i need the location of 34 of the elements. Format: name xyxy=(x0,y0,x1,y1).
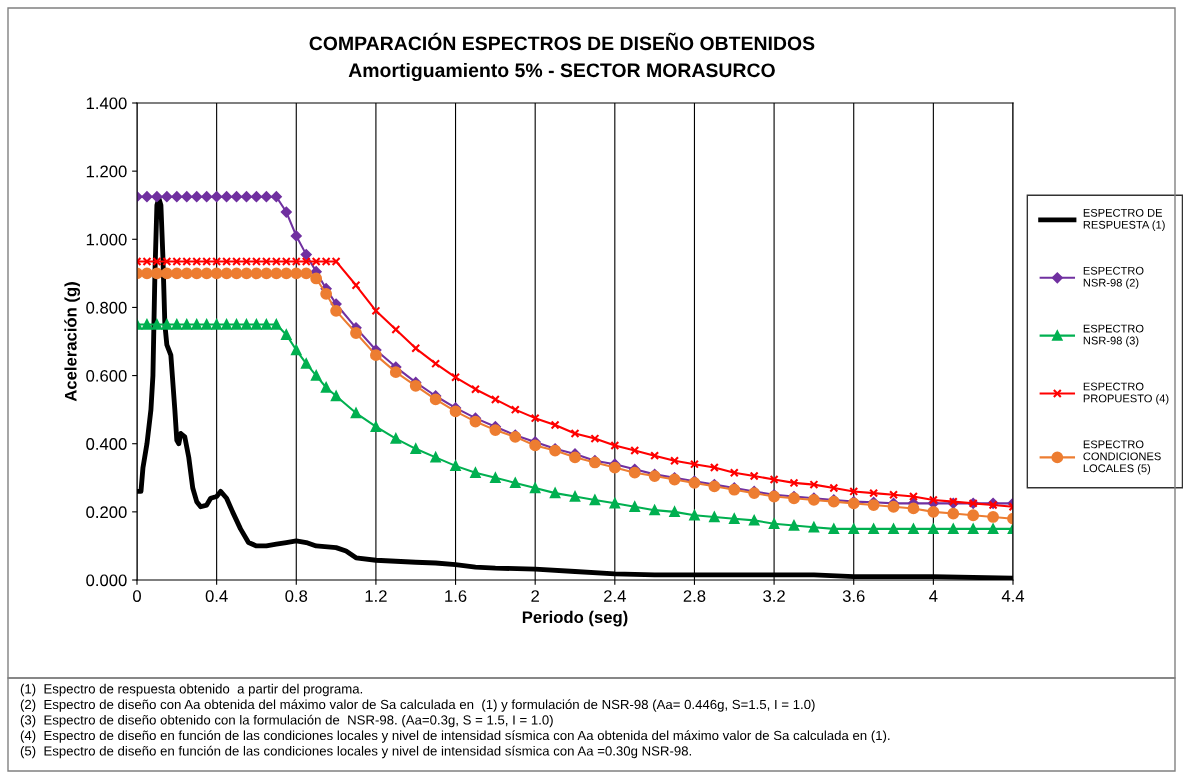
chart-title: COMPARACIÓN ESPECTROS DE DISEÑO OBTENIDOS xyxy=(309,32,815,51)
x-axis-title: Periodo (seg) xyxy=(522,610,628,627)
chart-subtitle: Amortiguamiento 5% - SECTOR MORASURCO xyxy=(348,62,775,82)
y-axis-title: Aceleración (g) xyxy=(64,282,81,402)
x-tick-label: 3.6 xyxy=(842,590,865,602)
x-tick-label: 3.2 xyxy=(763,590,785,602)
x-tick-label: 2.4 xyxy=(604,590,626,602)
legend-label: ESPECTRO NSR-98 (2) xyxy=(1083,266,1144,289)
y-tick-label: 0.800 xyxy=(86,301,127,314)
x-tick-label: 0 xyxy=(133,590,141,602)
x-tick-label: 0.4 xyxy=(205,590,228,602)
y-tick-label: 1.200 xyxy=(86,165,127,178)
y-tick-label: 1.000 xyxy=(86,233,127,246)
x-tick-label: 4.4 xyxy=(1001,590,1025,602)
y-tick-label: 1.400 xyxy=(86,97,127,110)
x-tick-label: 2 xyxy=(531,590,539,602)
x-tick-label: 4 xyxy=(929,590,938,602)
legend-label: ESPECTRO PROPUESTO (4) xyxy=(1083,382,1169,405)
text: (5) Espectro de diseño en función de las condiciones locales y nivel de intensidad sísmica con Aa =0.30g NSR-98. xyxy=(20,745,692,759)
y-tick-label: 0.600 xyxy=(86,369,127,382)
x-tick-label: 1.2 xyxy=(365,590,387,602)
text: (4) Espectro de diseño en función de las condiciones locales y nivel de intensidad sísmica con Aa obtenida del máximo valor de Sa calculada en (1). xyxy=(20,730,890,743)
text: (3) Espectro de diseño obtenido con la formulación de NSR-98. (Aa=0.3g, S = 1.5, I = 1.0) xyxy=(20,714,553,728)
text: (2) Espectro de diseño con Aa obtenida del máximo valor de Sa calculada en (1) y formulación de NSR-98 (Aa= 0.446g, S=1.5, I = 1.0) xyxy=(20,699,815,712)
y-tick-label: 0.200 xyxy=(86,506,127,519)
text: (1) Espectro de respuesta obtenido a partir del programa. xyxy=(20,683,363,697)
legend-label: ESPECTRO NSR-98 (3) xyxy=(1083,324,1144,347)
x-tick-label: 1.6 xyxy=(445,590,467,602)
legend-label: ESPECTRO CONDICIONES LOCALES (5) xyxy=(1083,440,1161,475)
x-tick-label: 2.8 xyxy=(683,590,706,602)
x-tick-label: 0.8 xyxy=(285,590,308,602)
y-tick-label: 0.000 xyxy=(86,574,127,587)
y-tick-label: 0.400 xyxy=(86,438,127,450)
legend-label: ESPECTRO DE RESPUESTA (1) xyxy=(1083,208,1165,231)
